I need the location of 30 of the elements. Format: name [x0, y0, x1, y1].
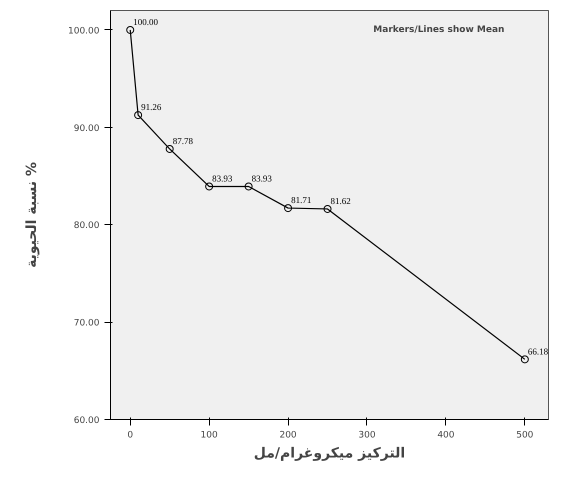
- data-label: 91.26: [141, 102, 162, 112]
- x-tick-label: 0: [127, 430, 134, 440]
- data-label: 83.93: [212, 173, 233, 184]
- x-tick-label: 300: [358, 430, 376, 440]
- y-tick-label: 70.00: [74, 318, 100, 329]
- x-tick-label: 500: [516, 430, 534, 440]
- data-label: 83.93: [252, 173, 272, 184]
- x-tick-label: 400: [437, 430, 455, 440]
- y-tick-label: 90.00: [74, 124, 100, 134]
- point: [205, 182, 214, 190]
- y-tick-label: 60.00: [74, 416, 100, 426]
- data-label: 81.62: [330, 196, 351, 206]
- y-tick-label: 100.00: [68, 26, 100, 36]
- point: [520, 355, 529, 364]
- point: [166, 144, 174, 153]
- data-label: 100.00: [133, 16, 158, 27]
- y-axis-title: نسبة الحيوية %: [24, 162, 40, 268]
- point: [244, 182, 253, 190]
- annotation: Markers/Lines show Mean: [373, 25, 504, 36]
- point: [284, 204, 292, 212]
- y-tick-label: 80.00: [74, 221, 100, 232]
- point: [324, 204, 332, 213]
- x-axis-title: التركيز ميكروغرام/مل: [254, 446, 406, 462]
- point: [134, 111, 142, 120]
- x-tick-label: 200: [279, 430, 297, 440]
- data-label: 66.18: [528, 346, 549, 356]
- x-tick-label: 100: [200, 430, 218, 440]
- point: [126, 26, 134, 34]
- data-label: 81.71: [291, 195, 312, 206]
- data-label: 87.78: [172, 136, 194, 146]
